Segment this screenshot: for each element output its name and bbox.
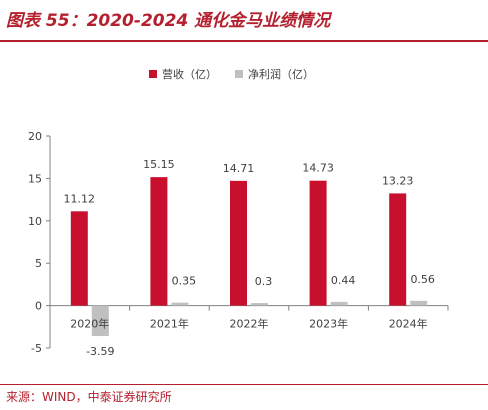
data-label-revenue: 13.23 [382, 174, 414, 187]
legend-swatch-revenue [149, 70, 157, 78]
bar-revenue [389, 193, 407, 306]
x-tick-label: 2024年 [389, 317, 428, 331]
bar-profit [330, 301, 348, 306]
header-rule [0, 40, 488, 42]
source-note: 来源：WIND，中泰证券研究所 [6, 390, 172, 404]
data-label-revenue: 14.73 [302, 162, 334, 175]
data-label-profit: 0.35 [172, 275, 197, 288]
y-tick-label: 10 [28, 215, 42, 228]
bar-revenue [309, 180, 327, 306]
y-tick-label: 0 [35, 300, 42, 313]
legend-swatch-profit [235, 70, 243, 78]
bar-revenue [230, 180, 247, 306]
footer-rule [0, 384, 488, 385]
y-tick-label: 15 [28, 172, 42, 185]
data-label-profit: -3.59 [86, 345, 114, 358]
y-tick-label: 5 [35, 257, 42, 270]
x-tick-label: 2020年 [70, 317, 109, 331]
data-label-revenue: 11.12 [64, 192, 96, 205]
x-tick-label: 2023年 [309, 317, 348, 331]
y-tick-label: -5 [31, 342, 42, 355]
bar-chart: 营收（亿） 净利润（亿） -5 0 5 10 15 20 11.12 -3.59 2020年 15.1… [28, 67, 449, 358]
data-label-profit: 0.44 [331, 274, 356, 287]
legend-label-profit: 净利润（亿） [248, 67, 314, 81]
y-tick-label: 20 [28, 130, 42, 143]
bar-profit [171, 302, 189, 306]
data-label-profit: 0.56 [410, 273, 435, 286]
data-label-revenue: 15.15 [143, 158, 175, 171]
bar-profit [410, 300, 428, 306]
bar-revenue [70, 211, 88, 306]
data-label-revenue: 14.71 [223, 162, 255, 175]
x-tick-label: 2021年 [150, 317, 189, 331]
bar-profit [251, 303, 268, 306]
report-header: 图表 55：2020-2024 通化金马业绩情况 [0, 0, 488, 40]
bar-profit [91, 305, 109, 337]
data-label-profit: 0.3 [255, 275, 273, 288]
bar-revenue [150, 177, 168, 306]
x-tick-label: 2022年 [230, 317, 269, 331]
legend-label-revenue: 营收（亿） [162, 67, 217, 81]
figure-title: 图表 55：2020-2024 通化金马业绩情况 [6, 11, 331, 31]
